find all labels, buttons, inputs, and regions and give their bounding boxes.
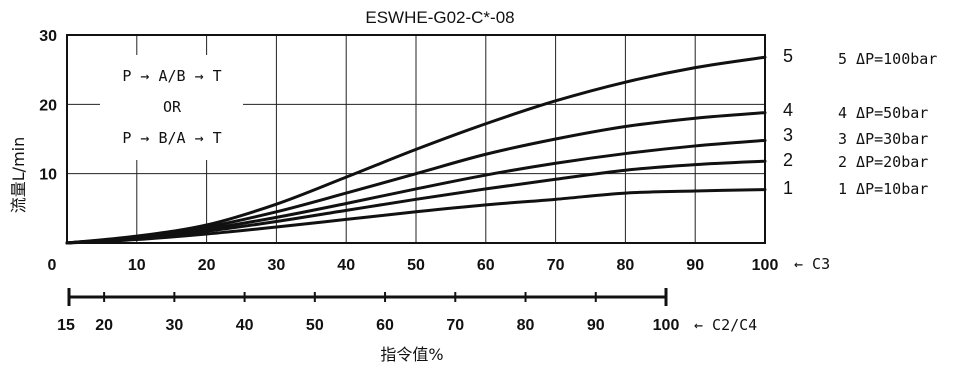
x-tick-label: 10 [128,257,146,274]
series-end-labels: 5 4 3 2 1 [783,46,793,198]
secondary-tick-label: 80 [517,317,535,334]
x-tick-label: 30 [268,257,286,274]
annotation-line-1: P → A/B → T [122,67,221,85]
y-tick-label: 20 [39,97,57,114]
legend-entry: 2 ΔP=20bar [838,153,928,171]
x-tick-label: 90 [686,257,704,274]
legend-entry: 5 ΔP=100bar [838,50,937,68]
secondary-tick-label: 30 [165,317,183,334]
y-tick-labels: 10 20 30 [39,28,57,184]
x-axis-c3-label: ← C3 [794,255,830,273]
secondary-tick-label: 15 [57,317,75,334]
x-tick-label: 60 [477,257,495,274]
x-tick-label: 100 [752,257,779,274]
x-tick-label: 0 [48,257,57,274]
secondary-tick-label: 70 [446,317,464,334]
secondary-axis-label: ← C2/C4 [694,316,757,334]
x-tick-label: 20 [198,257,216,274]
secondary-tick-label: 40 [236,317,254,334]
series-lines [65,55,767,245]
x-axis-title: 指令值% [380,345,443,364]
legend: 5 ΔP=100bar 4 ΔP=50bar 3 ΔP=30bar 2 ΔP=20ba… [838,50,937,198]
legend-entry: 3 ΔP=30bar [838,130,928,148]
secondary-axis: 15 20 30 40 50 60 70 80 90 100 [57,288,679,334]
legend-entry: 1 ΔP=10bar [838,180,928,198]
x-tick-labels: 0 10 20 30 40 50 60 70 80 90 100 [48,257,779,274]
secondary-tick-label: 20 [95,317,113,334]
series-line [65,159,767,245]
x-tick-label: 50 [407,257,425,274]
series-line [65,188,767,245]
y-tick-label: 30 [39,28,57,45]
secondary-tick-label: 100 [653,317,680,334]
chart-title: ESWHE-G02-C*-08 [365,8,514,27]
secondary-tick-label: 60 [376,317,394,334]
x-tick-label: 70 [547,257,565,274]
flow-path-annotation: P → A/B → T OR P → B/A → T [100,55,243,160]
secondary-tick-label: 50 [306,317,324,334]
series-end-label: 1 [783,178,793,198]
series-end-label: 2 [783,150,793,170]
y-tick-label: 10 [39,167,57,184]
secondary-tick-label: 90 [587,317,605,334]
annotation-line-2: OR [163,98,182,116]
annotation-line-3: P → B/A → T [122,129,221,147]
series-end-label: 5 [783,46,793,66]
series-end-label: 3 [783,125,793,145]
series-line [65,138,767,245]
x-tick-label: 40 [337,257,355,274]
legend-entry: 4 ΔP=50bar [838,104,928,122]
x-tick-label: 80 [617,257,635,274]
series-end-label: 4 [783,100,793,120]
y-axis-title: 流量L/min [9,137,28,213]
